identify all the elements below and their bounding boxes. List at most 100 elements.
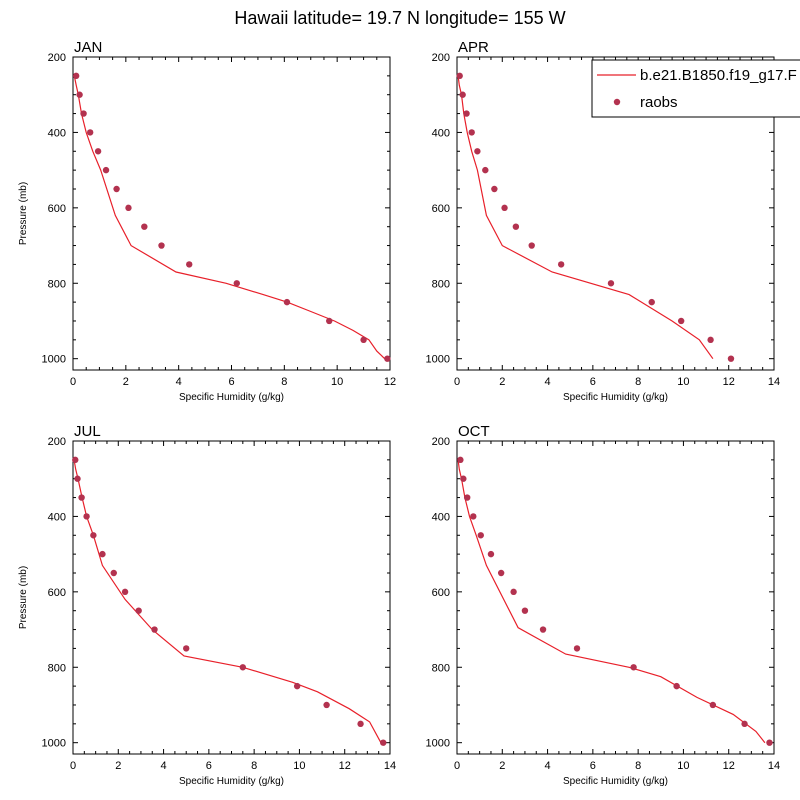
model-profile-line: [73, 75, 386, 360]
raobs-point: [459, 91, 466, 98]
raobs-point: [648, 298, 655, 306]
raobs-point: [380, 739, 387, 746]
model-profile-line: [457, 459, 766, 744]
raobs-point: [468, 129, 475, 136]
raobs-point: [477, 532, 484, 539]
panel-jul: JUL 0 2 4 6 8 10 12 14 200 400 600 800 1000 Specific H…: [18, 423, 396, 787]
raobs-point: [233, 280, 240, 287]
raobs-point: [293, 682, 301, 690]
x-tick-label: 14: [768, 376, 780, 388]
raobs-point: [141, 223, 148, 230]
legend-box: [591, 59, 800, 118]
x-tick-label: 2: [115, 760, 121, 772]
x-tick-label: 4: [161, 760, 167, 772]
y-tick-label: 800: [48, 278, 66, 290]
x-tick-label: 12: [339, 760, 351, 772]
raobs-point: [457, 456, 464, 464]
raobs-point: [487, 550, 495, 558]
raobs-point: [497, 569, 505, 577]
panel-title: APR: [458, 39, 489, 56]
y-tick-label: 200: [48, 52, 66, 64]
x-tick-label: 8: [281, 376, 287, 388]
raobs-point: [707, 336, 714, 344]
x-tick-label: 4: [176, 376, 182, 388]
panel-apr: APR 0 2 4 6 8 10 12 14 200 400 600 800 1000 Specific H…: [426, 39, 781, 403]
raobs-point: [727, 355, 735, 362]
raobs-point: [323, 701, 330, 709]
raobs-point: [741, 720, 748, 728]
raobs-point: [99, 550, 106, 558]
raobs-point: [151, 626, 158, 633]
raobs-point: [74, 475, 81, 482]
y-tick-label: 200: [432, 52, 450, 64]
y-tick-label: 400: [432, 511, 450, 523]
raobs-point: [239, 664, 247, 671]
panel-oct: OCT 0 2 4 6 8 10 12 14 200 400 600 800 1000 Specific H…: [426, 423, 781, 787]
raobs-point: [573, 645, 581, 652]
figure-title: Hawaii latitude= 19.7 N longitude= 155 W: [234, 8, 565, 28]
raobs-point: [512, 223, 520, 230]
y-tick-label: 800: [48, 662, 66, 674]
panel-title: JAN: [74, 39, 102, 56]
raobs-point: [183, 645, 190, 652]
raobs-point: [510, 588, 517, 596]
raobs-point: [110, 569, 117, 577]
panel-title: JUL: [74, 423, 101, 440]
y-tick-label: 1000: [42, 354, 66, 366]
plot-frame: [72, 440, 391, 755]
raobs-point: [709, 701, 717, 709]
legend-dot-swatch: [613, 98, 621, 106]
x-axis-label: Specific Humidity (g/kg): [179, 392, 284, 403]
y-tick-label: 600: [48, 203, 66, 215]
x-tick-label: 2: [499, 376, 505, 388]
raobs-point: [72, 456, 79, 464]
raobs-point: [463, 110, 470, 117]
raobs-point: [158, 242, 165, 249]
raobs-point: [677, 317, 685, 325]
raobs-point: [83, 513, 90, 520]
raobs-point: [557, 261, 565, 268]
y-tick-label: 1000: [426, 354, 450, 366]
panel-jan: JAN 0 2 4 6 8 10 12 200 400 600 800 1000 Specific Hum…: [18, 39, 396, 403]
raobs-point: [135, 607, 142, 614]
x-tick-label: 14: [384, 760, 396, 772]
y-tick-label: 1000: [426, 738, 450, 750]
model-profile-line: [457, 75, 714, 360]
y-tick-label: 200: [48, 436, 66, 448]
x-axis-label: Specific Humidity (g/kg): [179, 776, 284, 787]
raobs-point: [501, 204, 508, 212]
plot-frame: [72, 56, 391, 371]
x-tick-label: 0: [70, 376, 76, 388]
x-tick-label: 6: [206, 760, 212, 772]
x-tick-label: 12: [384, 376, 396, 388]
raobs-point: [125, 204, 132, 212]
raobs-point: [90, 532, 97, 539]
x-tick-label: 0: [70, 760, 76, 772]
raobs-point: [482, 166, 489, 174]
x-tick-label: 0: [454, 760, 460, 772]
raobs-point: [186, 261, 193, 268]
raobs-point: [474, 148, 481, 155]
y-tick-label: 600: [432, 587, 450, 599]
raobs-point: [357, 720, 364, 728]
raobs-point: [528, 242, 535, 249]
legend-label: b.e21.B1850.f19_g17.F: [640, 67, 797, 84]
y-tick-label: 600: [48, 587, 66, 599]
y-axis-label: Pressure (mb): [18, 566, 29, 629]
raobs-point: [102, 166, 110, 174]
x-axis-label: Specific Humidity (g/kg): [563, 776, 668, 787]
x-tick-label: 8: [635, 376, 641, 388]
x-tick-label: 14: [768, 760, 780, 772]
x-axis-label: Specific Humidity (g/kg): [563, 392, 668, 403]
panel-title: OCT: [458, 423, 490, 440]
y-tick-label: 600: [432, 203, 450, 215]
x-tick-label: 4: [545, 760, 551, 772]
y-tick-label: 200: [432, 436, 450, 448]
x-tick-label: 0: [454, 376, 460, 388]
plot-frame: [456, 440, 775, 755]
y-axis-label: Pressure (mb): [18, 182, 29, 245]
x-tick-label: 6: [590, 760, 596, 772]
